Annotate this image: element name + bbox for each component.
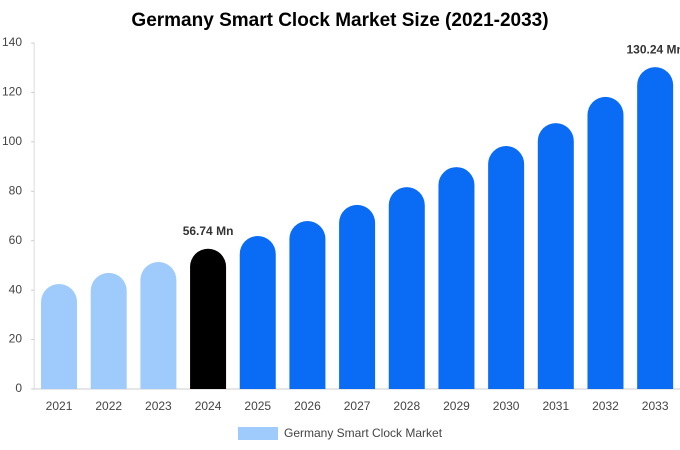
x-tick-label: 2022 bbox=[95, 399, 122, 413]
y-tick-label: 40 bbox=[9, 282, 23, 296]
x-tick-label: 2025 bbox=[244, 399, 271, 413]
x-tick-label: 2030 bbox=[493, 399, 520, 413]
x-tick-label: 2024 bbox=[195, 399, 222, 413]
bar bbox=[438, 167, 475, 389]
x-tick-label: 2033 bbox=[642, 399, 669, 413]
bar bbox=[339, 204, 376, 389]
x-tick-label: 2021 bbox=[46, 399, 73, 413]
bar bbox=[537, 123, 574, 389]
value-label: 130.24 Mn bbox=[626, 42, 680, 56]
bar bbox=[140, 261, 177, 389]
x-tick-label: 2032 bbox=[592, 399, 619, 413]
y-tick-label: 20 bbox=[9, 332, 23, 346]
value-label: 56.74 Mn bbox=[183, 224, 234, 238]
bar bbox=[239, 236, 276, 389]
y-tick-label: 0 bbox=[15, 381, 22, 395]
y-tick-label: 100 bbox=[2, 134, 22, 148]
legend-swatch bbox=[238, 427, 278, 440]
bar bbox=[190, 248, 227, 389]
bar bbox=[41, 283, 78, 389]
legend-label: Germany Smart Clock Market bbox=[284, 426, 443, 440]
x-tick-label: 2023 bbox=[145, 399, 172, 413]
y-tick-label: 140 bbox=[2, 35, 22, 49]
bar bbox=[388, 187, 425, 389]
bar bbox=[637, 67, 674, 389]
chart-title: Germany Smart Clock Market Size (2021-20… bbox=[131, 10, 548, 31]
x-tick-label: 2026 bbox=[294, 399, 321, 413]
x-tick-label: 2029 bbox=[443, 399, 470, 413]
y-tick-label: 80 bbox=[9, 183, 23, 197]
bar bbox=[587, 96, 624, 390]
x-tick-label: 2028 bbox=[393, 399, 420, 413]
bar bbox=[90, 272, 127, 389]
bar bbox=[488, 146, 525, 389]
x-tick-label: 2027 bbox=[344, 399, 371, 413]
y-tick-label: 60 bbox=[9, 233, 23, 247]
bar bbox=[289, 220, 326, 389]
y-tick-label: 120 bbox=[2, 85, 22, 99]
x-tick-label: 2031 bbox=[542, 399, 569, 413]
